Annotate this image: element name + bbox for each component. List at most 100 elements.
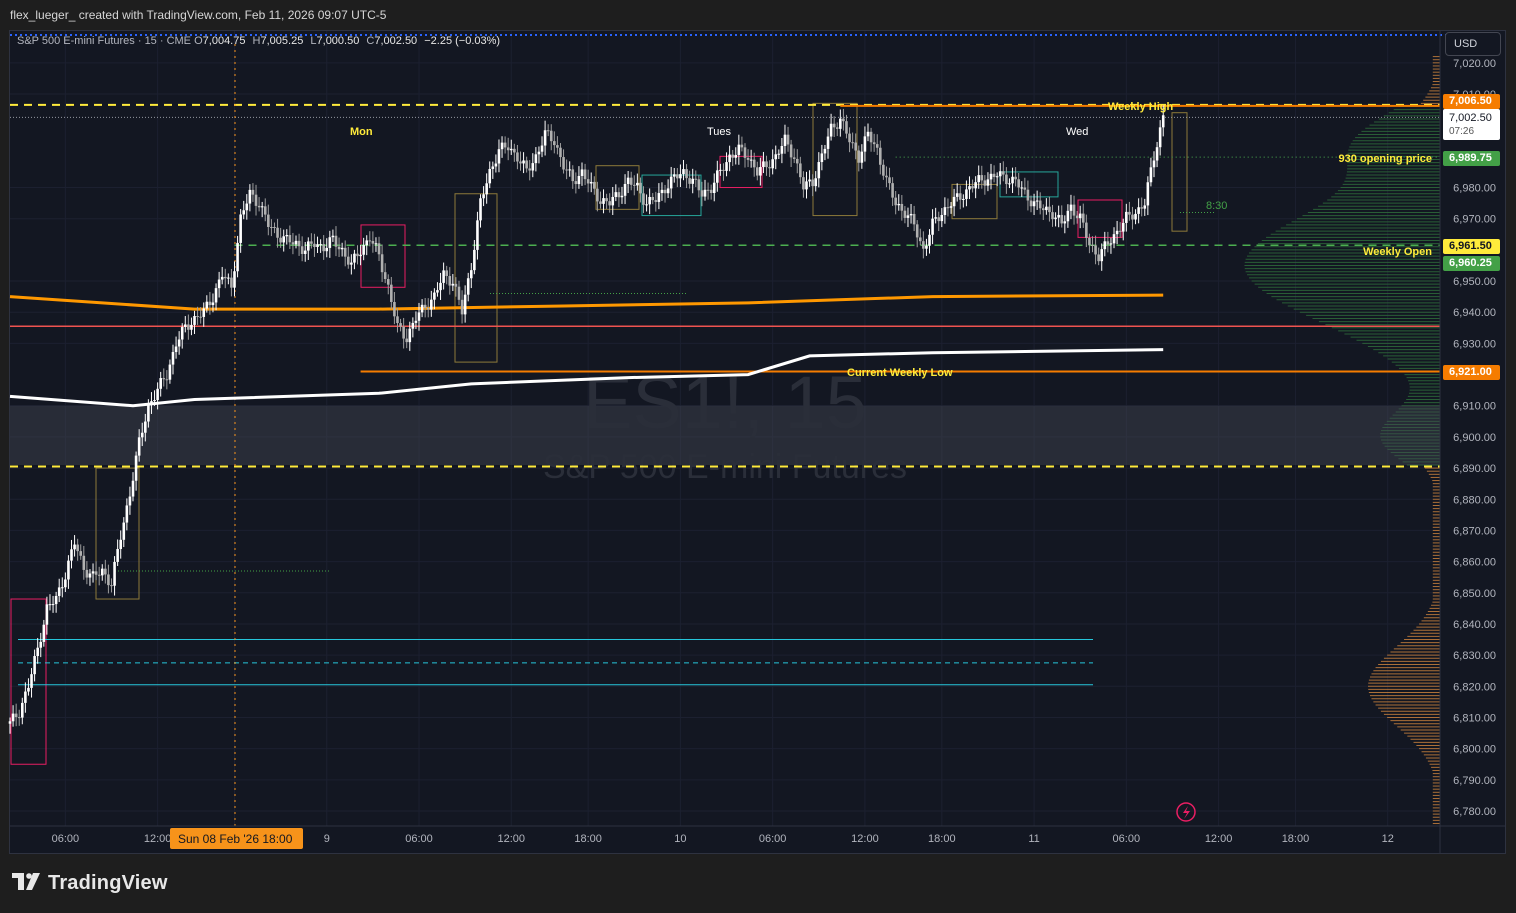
session-label-mon: Mon <box>350 126 373 138</box>
candle-body <box>875 144 879 148</box>
candle-body <box>48 604 52 606</box>
session-box <box>454 193 498 363</box>
time-tick-label: 06:00 <box>759 833 787 845</box>
time-tick-label: 11 <box>1028 833 1039 845</box>
candle-body <box>97 574 101 576</box>
candle-body <box>679 174 682 179</box>
candle-body <box>1137 207 1140 214</box>
candle-body <box>792 157 796 159</box>
candle-body <box>297 240 301 247</box>
candle-body <box>556 145 559 148</box>
currency-button[interactable]: USD <box>1445 32 1501 56</box>
candle-body <box>442 270 445 283</box>
time-tick-label: 06:00 <box>1113 833 1141 845</box>
time-tick-label: 06:00 <box>52 833 80 845</box>
candle-body <box>574 181 578 185</box>
candle-body <box>608 201 611 206</box>
symbol-legend[interactable]: S&P 500 E-mini Futures · 15 · CME O7,004… <box>17 35 500 47</box>
candle-body <box>543 130 547 146</box>
price-tick-label: 6,820.00 <box>1453 681 1496 693</box>
candle-body <box>1128 211 1131 215</box>
candle-body <box>522 160 525 164</box>
candle-body <box>110 585 113 587</box>
candle-body <box>1078 213 1082 219</box>
candle-body <box>33 656 36 675</box>
candle-body <box>676 174 679 179</box>
candle-body <box>660 189 664 194</box>
candle-body <box>343 247 347 257</box>
price-axis: 7,020.007,010.006,980.006,970.006,950.00… <box>1439 31 1496 853</box>
candle-body <box>119 539 123 549</box>
legend-o-label: O <box>194 35 203 47</box>
time-tick-label: 12:00 <box>144 833 172 845</box>
candle-body <box>565 169 568 171</box>
legend-low: 7,000.50 <box>316 35 360 47</box>
candle-body <box>857 150 861 163</box>
candle-body <box>100 568 104 576</box>
candle-body <box>928 234 931 246</box>
candle-body <box>1038 200 1042 209</box>
candle-body <box>76 544 79 552</box>
candle-body <box>509 148 513 151</box>
candle-body <box>60 587 64 589</box>
candle-body <box>519 161 522 164</box>
candle-body <box>586 179 590 184</box>
session-box <box>10 598 47 765</box>
candle-body <box>73 544 76 550</box>
candle-body <box>513 148 516 153</box>
candle-body <box>30 674 33 688</box>
candle-body <box>396 316 399 324</box>
price-tick-label: 6,950.00 <box>1453 276 1496 288</box>
price-tick-label: 6,790.00 <box>1453 775 1496 787</box>
candle-body <box>534 154 538 164</box>
candle-body <box>922 241 925 249</box>
candle-body <box>190 324 193 330</box>
candle-body <box>663 189 667 194</box>
candle-body <box>906 215 910 218</box>
candle-body <box>21 702 24 718</box>
credit-text: flex_lueger_ created with TradingView.co… <box>10 8 387 22</box>
candle-body <box>596 188 599 202</box>
price-tick-label: 6,860.00 <box>1453 557 1496 569</box>
candle-body <box>426 307 430 310</box>
candle-body <box>931 218 934 235</box>
session-label-tues: Tues <box>707 126 732 138</box>
candle-body <box>254 194 258 206</box>
candle-body <box>826 136 830 149</box>
candle-body <box>968 186 971 190</box>
candle-body <box>67 560 70 580</box>
candle-body <box>263 206 267 215</box>
candle-body <box>740 144 744 148</box>
candle-body <box>965 189 968 199</box>
time-tick-label: 18:00 <box>574 833 602 845</box>
candle-body <box>168 364 172 380</box>
candle-body <box>755 167 759 176</box>
candle-body <box>860 151 864 163</box>
level-lines <box>10 34 1500 826</box>
price-tick-label: 6,910.00 <box>1453 401 1496 413</box>
candle-body <box>897 203 901 206</box>
candle-body <box>531 163 535 171</box>
price-tick-label: 6,970.00 <box>1453 214 1496 226</box>
candle-body <box>423 304 427 308</box>
candle-body <box>848 133 851 143</box>
candle-body <box>648 196 651 205</box>
candle-body <box>863 136 867 152</box>
candle-body <box>107 574 110 586</box>
candle-body <box>187 324 190 330</box>
candle-body <box>802 177 805 190</box>
candle-body <box>165 379 169 381</box>
candle-body <box>774 154 778 160</box>
candle-body <box>282 236 285 243</box>
candle-body <box>885 175 888 178</box>
candle-body <box>712 182 716 194</box>
candles <box>8 105 1165 734</box>
candle-body <box>1041 208 1045 211</box>
candle-body <box>125 505 129 523</box>
candle-body <box>540 145 544 152</box>
candle-body <box>915 224 919 238</box>
candle-body <box>494 163 498 167</box>
candle-body <box>783 134 787 147</box>
candle-body <box>617 192 621 198</box>
